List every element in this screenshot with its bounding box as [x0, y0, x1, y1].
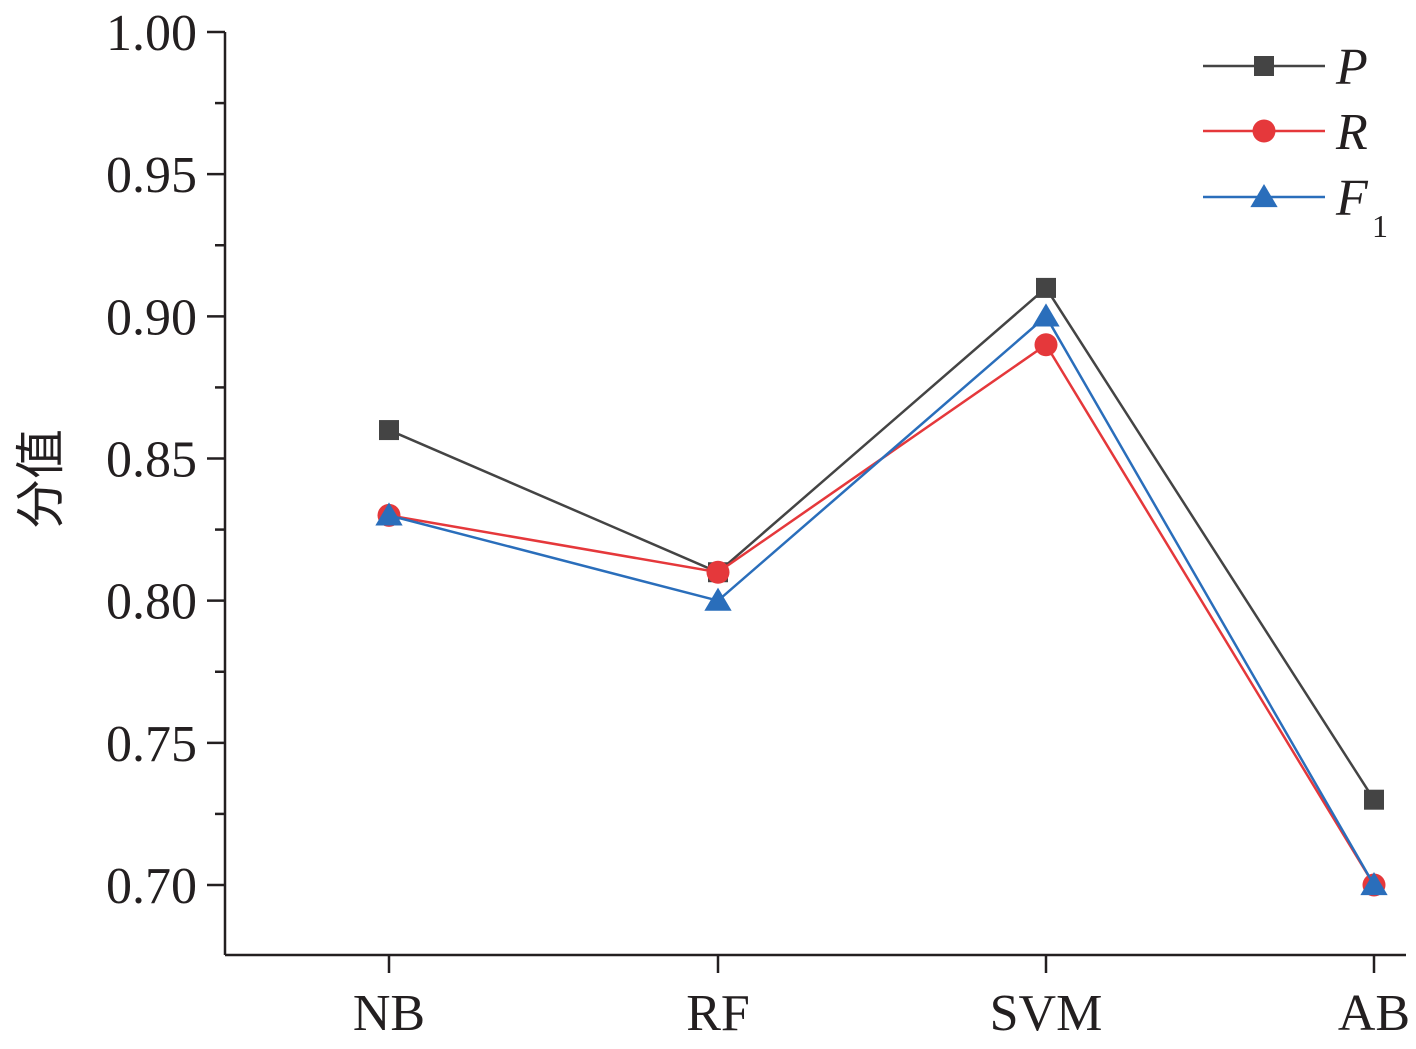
series-layer	[375, 277, 1388, 897]
data-point	[706, 560, 730, 584]
data-point	[1360, 872, 1388, 896]
data-point	[1032, 303, 1060, 327]
series-f1	[375, 303, 1388, 896]
legend-label: R	[1335, 104, 1368, 161]
legend-label: P	[1335, 39, 1368, 96]
x-tick-label: AB	[1338, 985, 1410, 1042]
y-tick-label: 1.00	[106, 5, 197, 62]
y-tick-label: 0.95	[106, 147, 197, 204]
legend-subscript: 1	[1372, 208, 1388, 244]
legend: PRF 1	[1203, 39, 1388, 244]
series-line	[388, 286, 1376, 801]
x-tick-label: NB	[353, 985, 425, 1042]
data-point	[379, 420, 399, 441]
y-axis-title: 分值	[12, 429, 70, 529]
series-line	[388, 314, 1376, 886]
data-point	[1036, 277, 1056, 298]
axes: 0.70 0.75 0.80 0.85 0.90 0.95 1.00 NB RF SVM AB	[106, 5, 1410, 1042]
data-point	[375, 502, 403, 526]
legend-marker	[1252, 119, 1276, 143]
legend-item: P	[1203, 39, 1368, 96]
y-tick-label: 0.85	[106, 432, 197, 489]
x-tick-label: RF	[686, 985, 750, 1042]
legend-label: F	[1335, 170, 1369, 227]
y-tick-label: 0.70	[106, 858, 197, 915]
series-line	[388, 342, 1376, 886]
series-p	[379, 277, 1384, 810]
data-point	[704, 587, 732, 611]
series-r	[377, 333, 1386, 897]
y-tick-label: 0.90	[106, 289, 197, 346]
legend-item: R	[1203, 104, 1368, 161]
y-tick-label: 0.75	[106, 716, 197, 773]
legend-marker	[1254, 56, 1274, 76]
data-point	[1034, 333, 1058, 357]
data-point	[1364, 789, 1384, 810]
y-tick-label: 0.80	[106, 574, 197, 631]
legend-marker	[1250, 184, 1278, 208]
x-tick-label: SVM	[990, 985, 1103, 1042]
